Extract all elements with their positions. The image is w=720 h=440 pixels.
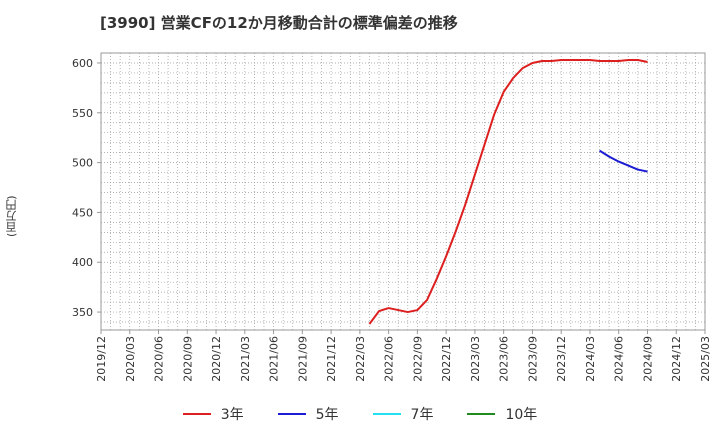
y-tick-label: 550 xyxy=(72,107,93,120)
x-tick-label: 2024/09 xyxy=(641,336,654,382)
x-tick-label: 2023/09 xyxy=(526,336,539,382)
legend-swatch-7y xyxy=(372,413,401,415)
legend-label-5y: 5年 xyxy=(315,407,339,423)
y-tick-label: 450 xyxy=(72,206,93,219)
chart-title: [3990] 営業CFの12か月移動合計の標準偏差の推移 xyxy=(100,14,458,32)
series-lines xyxy=(368,58,648,325)
y-tick-label: 400 xyxy=(72,256,93,269)
y-tick-label: 600 xyxy=(72,57,93,70)
legend-item-5y: 5年 xyxy=(277,404,339,424)
x-tick-label: 2022/06 xyxy=(383,336,396,382)
legend-item-7y: 7年 xyxy=(372,404,434,424)
x-tick-label: 2022/03 xyxy=(354,336,367,382)
y-tick-label: 350 xyxy=(72,306,93,319)
legend-item-10y: 10年 xyxy=(467,404,537,424)
legend-swatch-3y xyxy=(182,413,211,415)
grid-lines xyxy=(101,53,705,330)
x-tick-label: 2023/06 xyxy=(498,336,511,382)
x-tick-label: 2023/03 xyxy=(469,336,482,382)
x-tick-label: 2023/12 xyxy=(555,336,568,382)
x-tick-label: 2020/06 xyxy=(153,336,166,382)
series-line-0 xyxy=(368,58,648,325)
x-axis: 2019/12 2020/03 2020/06 2020/09 2020/12 2021/… xyxy=(95,330,712,382)
x-tick-label: 2020/09 xyxy=(181,336,194,382)
x-tick-label: 2022/12 xyxy=(440,336,453,382)
x-tick-label: 2024/03 xyxy=(584,336,597,382)
legend: 3年 5年 7年 10年 xyxy=(0,400,720,428)
legend-label-7y: 7年 xyxy=(410,407,434,423)
y-axis: 350 400 450 500 550 600 xyxy=(72,57,101,319)
x-tick-label: 2021/06 xyxy=(268,336,281,382)
legend-swatch-5y xyxy=(277,413,306,415)
x-tick-label: 2019/12 xyxy=(95,336,108,382)
x-tick-label: 2020/12 xyxy=(210,336,223,382)
x-tick-label: 2021/12 xyxy=(325,336,338,382)
legend-item-3y: 3年 xyxy=(182,404,244,424)
x-tick-label: 2024/06 xyxy=(613,336,626,382)
legend-label-10y: 10年 xyxy=(505,407,538,423)
legend-label-3y: 3年 xyxy=(220,407,244,423)
plot-area xyxy=(100,52,706,331)
x-tick-label: 2022/09 xyxy=(411,336,424,382)
y-tick-label: 500 xyxy=(72,157,93,170)
x-tick-label: 2020/03 xyxy=(124,336,137,382)
x-tick-label: 2021/03 xyxy=(239,336,252,382)
x-tick-label: 2025/03 xyxy=(699,336,712,382)
x-tick-label: 2024/12 xyxy=(670,336,683,382)
series-line-1 xyxy=(599,149,648,173)
x-tick-label: 2021/09 xyxy=(296,336,309,382)
legend-swatch-10y xyxy=(467,413,496,415)
